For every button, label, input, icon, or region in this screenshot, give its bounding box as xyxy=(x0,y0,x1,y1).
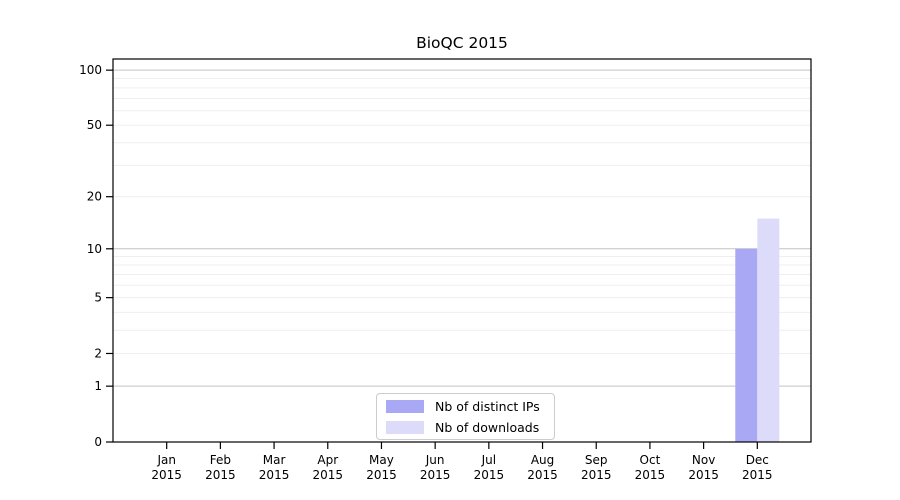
legend-label-distinct-ips: Nb of distinct IPs xyxy=(435,398,540,414)
legend-item-distinct-ips: Nb of distinct IPs xyxy=(386,397,554,416)
x-tick-label-year: 2015 xyxy=(581,468,612,482)
x-tick-label-year: 2015 xyxy=(527,468,558,482)
x-tick-label-month: Mar xyxy=(263,453,286,467)
x-tick-label-year: 2015 xyxy=(259,468,290,482)
y-tick-label: 1 xyxy=(94,379,102,393)
legend-swatch-distinct-ips xyxy=(386,399,424,413)
legend-label-downloads: Nb of downloads xyxy=(435,419,540,435)
y-tick-label: 5 xyxy=(94,291,102,305)
x-tick-label-year: 2015 xyxy=(366,468,397,482)
bars xyxy=(735,218,780,442)
x-tick-label-month: Apr xyxy=(317,453,338,467)
x-tick-label-year: 2015 xyxy=(151,468,182,482)
x-tick-label-year: 2015 xyxy=(420,468,451,482)
x-tick-label-month: Nov xyxy=(692,453,715,467)
x-tick-label-year: 2015 xyxy=(474,468,505,482)
minor-gridlines xyxy=(113,78,811,354)
bar-dec-nb-of-distinct-ips xyxy=(735,248,758,442)
legend-swatch-downloads xyxy=(386,420,424,434)
legend-item-downloads: Nb of downloads xyxy=(386,418,554,437)
major-gridlines xyxy=(113,69,811,387)
bar-dec-nb-of-downloads xyxy=(757,218,780,442)
y-tick-label: 20 xyxy=(87,190,102,204)
y-tick-label: 2 xyxy=(94,346,102,360)
plot-frame xyxy=(112,58,812,443)
x-tick-label-year: 2015 xyxy=(688,468,719,482)
x-tick-label-month: Oct xyxy=(640,453,661,467)
x-tick-label-year: 2015 xyxy=(635,468,666,482)
legend: Nb of distinct IPs Nb of downloads xyxy=(376,393,555,440)
x-tick-label-month: Dec xyxy=(746,453,769,467)
y-axis: 0 1 2 5 10 20 50 100 xyxy=(79,63,113,449)
x-tick-label-month: Feb xyxy=(210,453,231,467)
x-tick-label-month: Jan xyxy=(156,453,176,467)
x-tick-label-month: Aug xyxy=(531,453,554,467)
chart-title: BioQC 2015 xyxy=(416,34,508,52)
x-tick-label-month: Sep xyxy=(585,453,608,467)
x-axis: Jan2015Feb2015Mar2015Apr2015May2015Jun20… xyxy=(151,442,773,482)
x-tick-label-year: 2015 xyxy=(205,468,236,482)
y-tick-label: 50 xyxy=(87,118,102,132)
x-tick-label-month: May xyxy=(369,453,394,467)
x-tick-label-month: Jun xyxy=(425,453,445,467)
x-tick-label-year: 2015 xyxy=(312,468,343,482)
x-tick-label-year: 2015 xyxy=(742,468,773,482)
x-tick-label-month: Jul xyxy=(481,453,496,467)
y-tick-label: 100 xyxy=(79,63,102,77)
y-tick-label: 0 xyxy=(94,435,102,449)
y-tick-label: 10 xyxy=(87,242,102,256)
